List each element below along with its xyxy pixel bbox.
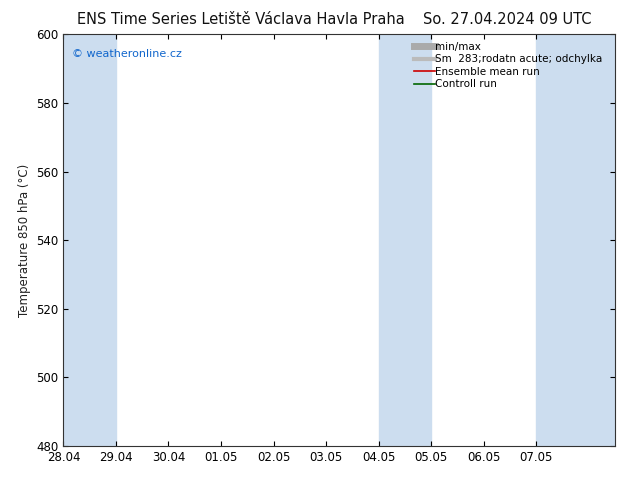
Legend: min/max, Sm  283;rodatn acute; odchylka, Ensemble mean run, Controll run: min/max, Sm 283;rodatn acute; odchylka, …	[412, 40, 610, 92]
Bar	[378, 34, 431, 446]
Y-axis label: Temperature 850 hPa (°C): Temperature 850 hPa (°C)	[18, 164, 30, 317]
Bar	[63, 34, 116, 446]
Text: © weatheronline.cz: © weatheronline.cz	[72, 49, 181, 59]
Text: ENS Time Series Letiště Václava Havla Praha: ENS Time Series Letiště Václava Havla Pr…	[77, 12, 404, 27]
Bar	[536, 34, 615, 446]
Text: So. 27.04.2024 09 UTC: So. 27.04.2024 09 UTC	[423, 12, 592, 27]
